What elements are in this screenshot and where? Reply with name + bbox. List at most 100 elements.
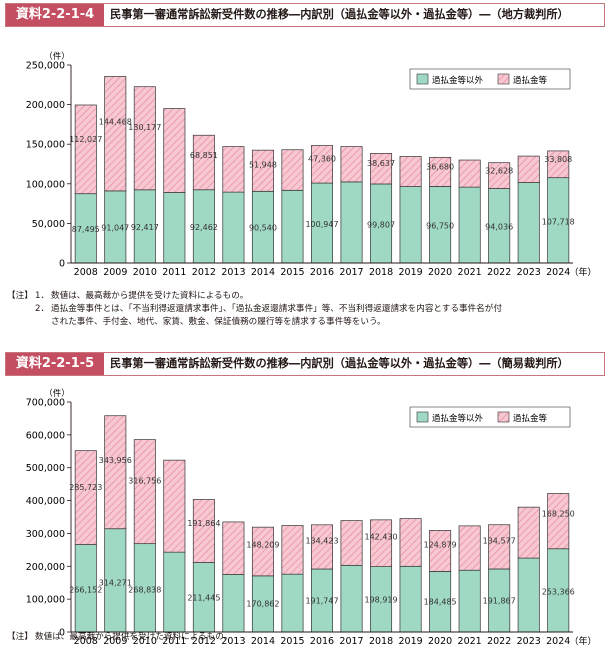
data-label-overpayment: 124,879 (424, 541, 457, 550)
data-label-non-overpayment: 268,838 (128, 585, 161, 594)
legend-swatch-overpayment (497, 411, 510, 423)
bar-overpayment (163, 459, 186, 553)
bar-overpayment (458, 525, 481, 571)
bar-non-overpayment (340, 564, 363, 633)
bar-overpayment (370, 519, 393, 567)
y-tick-label: 0 (59, 259, 65, 270)
bar-overpayment (311, 524, 333, 570)
legend-label-overpayment: 過払金等 (513, 75, 548, 86)
data-label-overpayment: 168,250 (542, 510, 575, 519)
x-tick-label: 2015 (280, 636, 304, 647)
data-label-overpayment: 148,209 (246, 541, 279, 550)
note-number: 1． (35, 291, 50, 301)
bar-overpayment (488, 524, 511, 570)
figure-title: 民事第一審通常訴訟新受件数の推移―内訳別（過払金等以外・過払金等）―（簡易裁判所… (110, 357, 569, 370)
bar-overpayment (281, 525, 304, 575)
data-label-non-overpayment: 198,919 (365, 596, 398, 605)
data-label-overpayment: 130,177 (128, 123, 161, 132)
bar-overpayment (74, 104, 97, 195)
stacked-bar-chart-district: （件） 0 50,000 100,000 150,000 200,000 250,000 87… (26, 51, 597, 278)
bar-overpayment (133, 86, 156, 191)
data-label-non-overpayment: 99,807 (367, 220, 395, 229)
data-label-non-overpayment: 170,862 (246, 600, 279, 609)
y-tick-label: 0 (59, 628, 65, 639)
bar-overpayment (429, 530, 452, 572)
x-tick-label: 2015 (280, 267, 304, 278)
x-tick-label: 2008 (74, 636, 98, 647)
note-line: された事件、手付金、地代、家賃、敷金、保証債務の履行等を請求する事件等をいう。 (7, 316, 502, 329)
bar-overpayment (251, 149, 274, 192)
bar-non-overpayment (340, 181, 363, 264)
notes-summary: 【注】 数値は、最高裁から提供を受けた資料によるもの。 (7, 631, 232, 644)
data-label-non-overpayment: 92,417 (131, 223, 159, 232)
data-label-overpayment: 316,756 (128, 476, 161, 485)
legend-swatch-non-overpayment (416, 411, 429, 423)
bar-non-overpayment (517, 182, 540, 264)
data-label-non-overpayment: 100,947 (305, 220, 338, 229)
bar-non-overpayment (163, 551, 186, 633)
figure-header: 資料2-2-1-4 民事第一審通常訴訟新受件数の推移―内訳別（過払金等以外・過払… (5, 3, 605, 27)
data-label-non-overpayment: 314,271 (99, 579, 132, 588)
data-label-overpayment: 47,360 (308, 154, 336, 163)
x-tick-label: 2016 (310, 267, 334, 278)
bar-non-overpayment (281, 189, 304, 264)
x-tick-label: 2009 (103, 636, 127, 647)
data-label-overpayment: 134,423 (305, 536, 338, 545)
bar-overpayment (163, 108, 186, 193)
bar-non-overpayment (399, 565, 422, 633)
data-label-overpayment: 112,027 (69, 135, 102, 144)
note-line: 【注】 数値は、最高裁から提供を受けた資料によるもの。 (7, 631, 232, 644)
bar-overpayment (192, 499, 215, 563)
data-label-non-overpayment: 90,540 (249, 224, 277, 233)
legend-box (409, 68, 571, 90)
data-label-non-overpayment: 253,366 (542, 588, 575, 597)
bar-overpayment (222, 146, 245, 193)
x-tick-label: 2013 (221, 267, 245, 278)
data-label-overpayment: 191,864 (187, 519, 220, 528)
x-tick-label: 2014 (251, 636, 275, 647)
data-label-overpayment: 38,637 (367, 159, 395, 168)
data-label-overpayment: 285,723 (69, 483, 102, 492)
x-tick-label: 2013 (221, 636, 245, 647)
y-tick-label: 500,000 (26, 463, 65, 474)
legend-label-overpayment: 過払金等 (513, 413, 548, 424)
bar-overpayment (547, 493, 570, 550)
note-line: 【注】 1． 数値は、最高裁から提供を受けた資料によるもの。 (7, 290, 502, 303)
bar-overpayment (74, 450, 97, 545)
y-tick-label: 600,000 (26, 430, 65, 441)
bar-non-overpayment (163, 192, 186, 264)
y-tick-label: 100,000 (26, 179, 65, 190)
bar-non-overpayment (222, 191, 245, 264)
data-label-overpayment: 32,628 (485, 167, 513, 176)
x-tick-label: 2019 (398, 636, 422, 647)
bar-overpayment (429, 156, 452, 187)
x-unit-label: （年） (569, 266, 596, 278)
legend: 過払金等以外 過払金等 (409, 68, 571, 90)
data-label-non-overpayment: 184,485 (424, 598, 457, 607)
x-tick-label: 2017 (339, 636, 363, 647)
x-tick-label: 2021 (458, 636, 482, 647)
legend-label-non-overpayment: 過払金等以外 (432, 413, 484, 424)
x-tick-label: 2014 (251, 267, 275, 278)
y-tick-label: 200,000 (26, 100, 65, 111)
note-marker: 【注】 (7, 632, 33, 642)
data-label-overpayment: 343,956 (99, 456, 132, 465)
x-tick-label: 2017 (339, 267, 363, 278)
bar-overpayment (281, 149, 304, 191)
bar-overpayment (547, 150, 570, 179)
figure-panel-district: 資料2-2-1-4 民事第一審通常訴訟新受件数の推移―内訳別（過払金等以外・過払… (5, 3, 605, 333)
bar-overpayment (340, 146, 363, 183)
bar-non-overpayment (281, 573, 304, 633)
y-tick-label: 50,000 (32, 219, 65, 230)
legend-swatch-overpayment (497, 73, 510, 85)
x-tick-label: 2022 (487, 636, 511, 647)
y-tick-label: 250,000 (26, 61, 65, 72)
stacked-bar-chart-summary: （件） 0 100,000 200,000 300,000 400,000 500,000 6… (26, 388, 597, 647)
x-tick-label: 2019 (398, 267, 422, 278)
x-tick-label: 2024 (546, 636, 570, 647)
x-tick-label: 2009 (103, 267, 127, 278)
data-label-non-overpayment: 87,495 (72, 225, 100, 234)
y-unit-label: （件） (44, 51, 70, 62)
note-text: 過払金等事件とは、「不当利得返還請求事件」、「過払金返還請求事件」等、不当利得返… (51, 304, 502, 314)
note-marker: 【注】 (7, 291, 33, 301)
